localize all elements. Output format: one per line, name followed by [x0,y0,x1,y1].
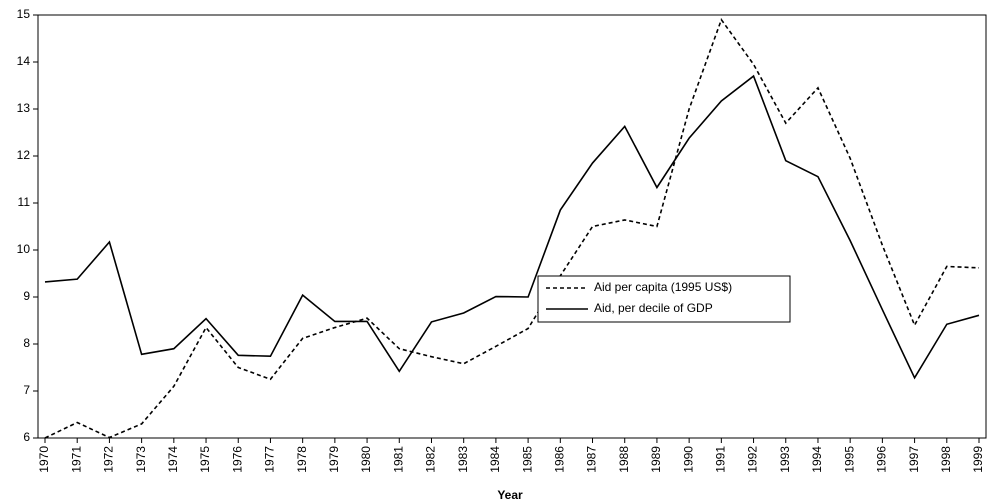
legend-label: Aid, per decile of GDP [594,301,713,315]
series-line [44,74,980,380]
x-tick-label: 1997 [907,446,921,473]
y-tick-label: 8 [23,336,30,350]
y-tick-label: 15 [17,7,31,21]
x-tick-label: 1998 [939,446,953,473]
x-tick-label: 1983 [456,446,470,473]
x-tick-label: 1975 [198,446,212,473]
x-tick-label: 1995 [842,446,856,473]
x-tick-label: 1985 [520,446,534,473]
legend-box [537,275,791,323]
x-tick-label: 1993 [778,446,792,473]
plot-frame [37,14,987,439]
legend-label: Aid per capita (1995 US$) [594,280,732,294]
x-tick-label: 1972 [102,446,116,473]
x-tick-label: 1970 [37,446,51,473]
y-tick-label: 6 [23,430,30,444]
x-tick-label: 1989 [649,446,663,473]
x-tick-label: 1988 [617,446,631,473]
y-tick-label: 7 [23,383,30,397]
y-tick-label: 13 [17,101,31,115]
x-tick-label: 1999 [971,446,985,473]
x-tick-label: 1984 [488,446,502,473]
x-tick-label: 1996 [875,446,889,473]
x-tick-label: 1973 [134,446,148,473]
x-tick-label: 1981 [391,446,405,473]
x-tick-label: 1980 [359,446,373,473]
x-tick-label: 1982 [424,446,438,473]
x-tick-label: 1991 [714,446,728,473]
y-tick-label: 10 [17,242,31,256]
x-tick-label: 1976 [230,446,244,473]
x-tick-label: 1994 [810,446,824,473]
y-tick-label: 9 [23,289,30,303]
x-tick-label: 1990 [681,446,695,473]
x-tick-label: 1971 [69,446,83,473]
y-tick-label: 11 [18,195,31,209]
x-tick-label: 1974 [166,446,180,473]
y-tick-label: 12 [17,148,31,162]
x-tick-label: 1987 [585,446,599,473]
x-tick-label: 1978 [295,446,309,473]
x-tick-label: 1992 [746,446,760,473]
x-axis-label: Year [497,488,523,502]
x-tick-label: 1977 [263,446,277,473]
series-line [44,18,980,439]
x-tick-label: 1986 [552,446,566,473]
x-tick-label: 1979 [327,446,341,473]
y-tick-label: 14 [17,54,31,68]
